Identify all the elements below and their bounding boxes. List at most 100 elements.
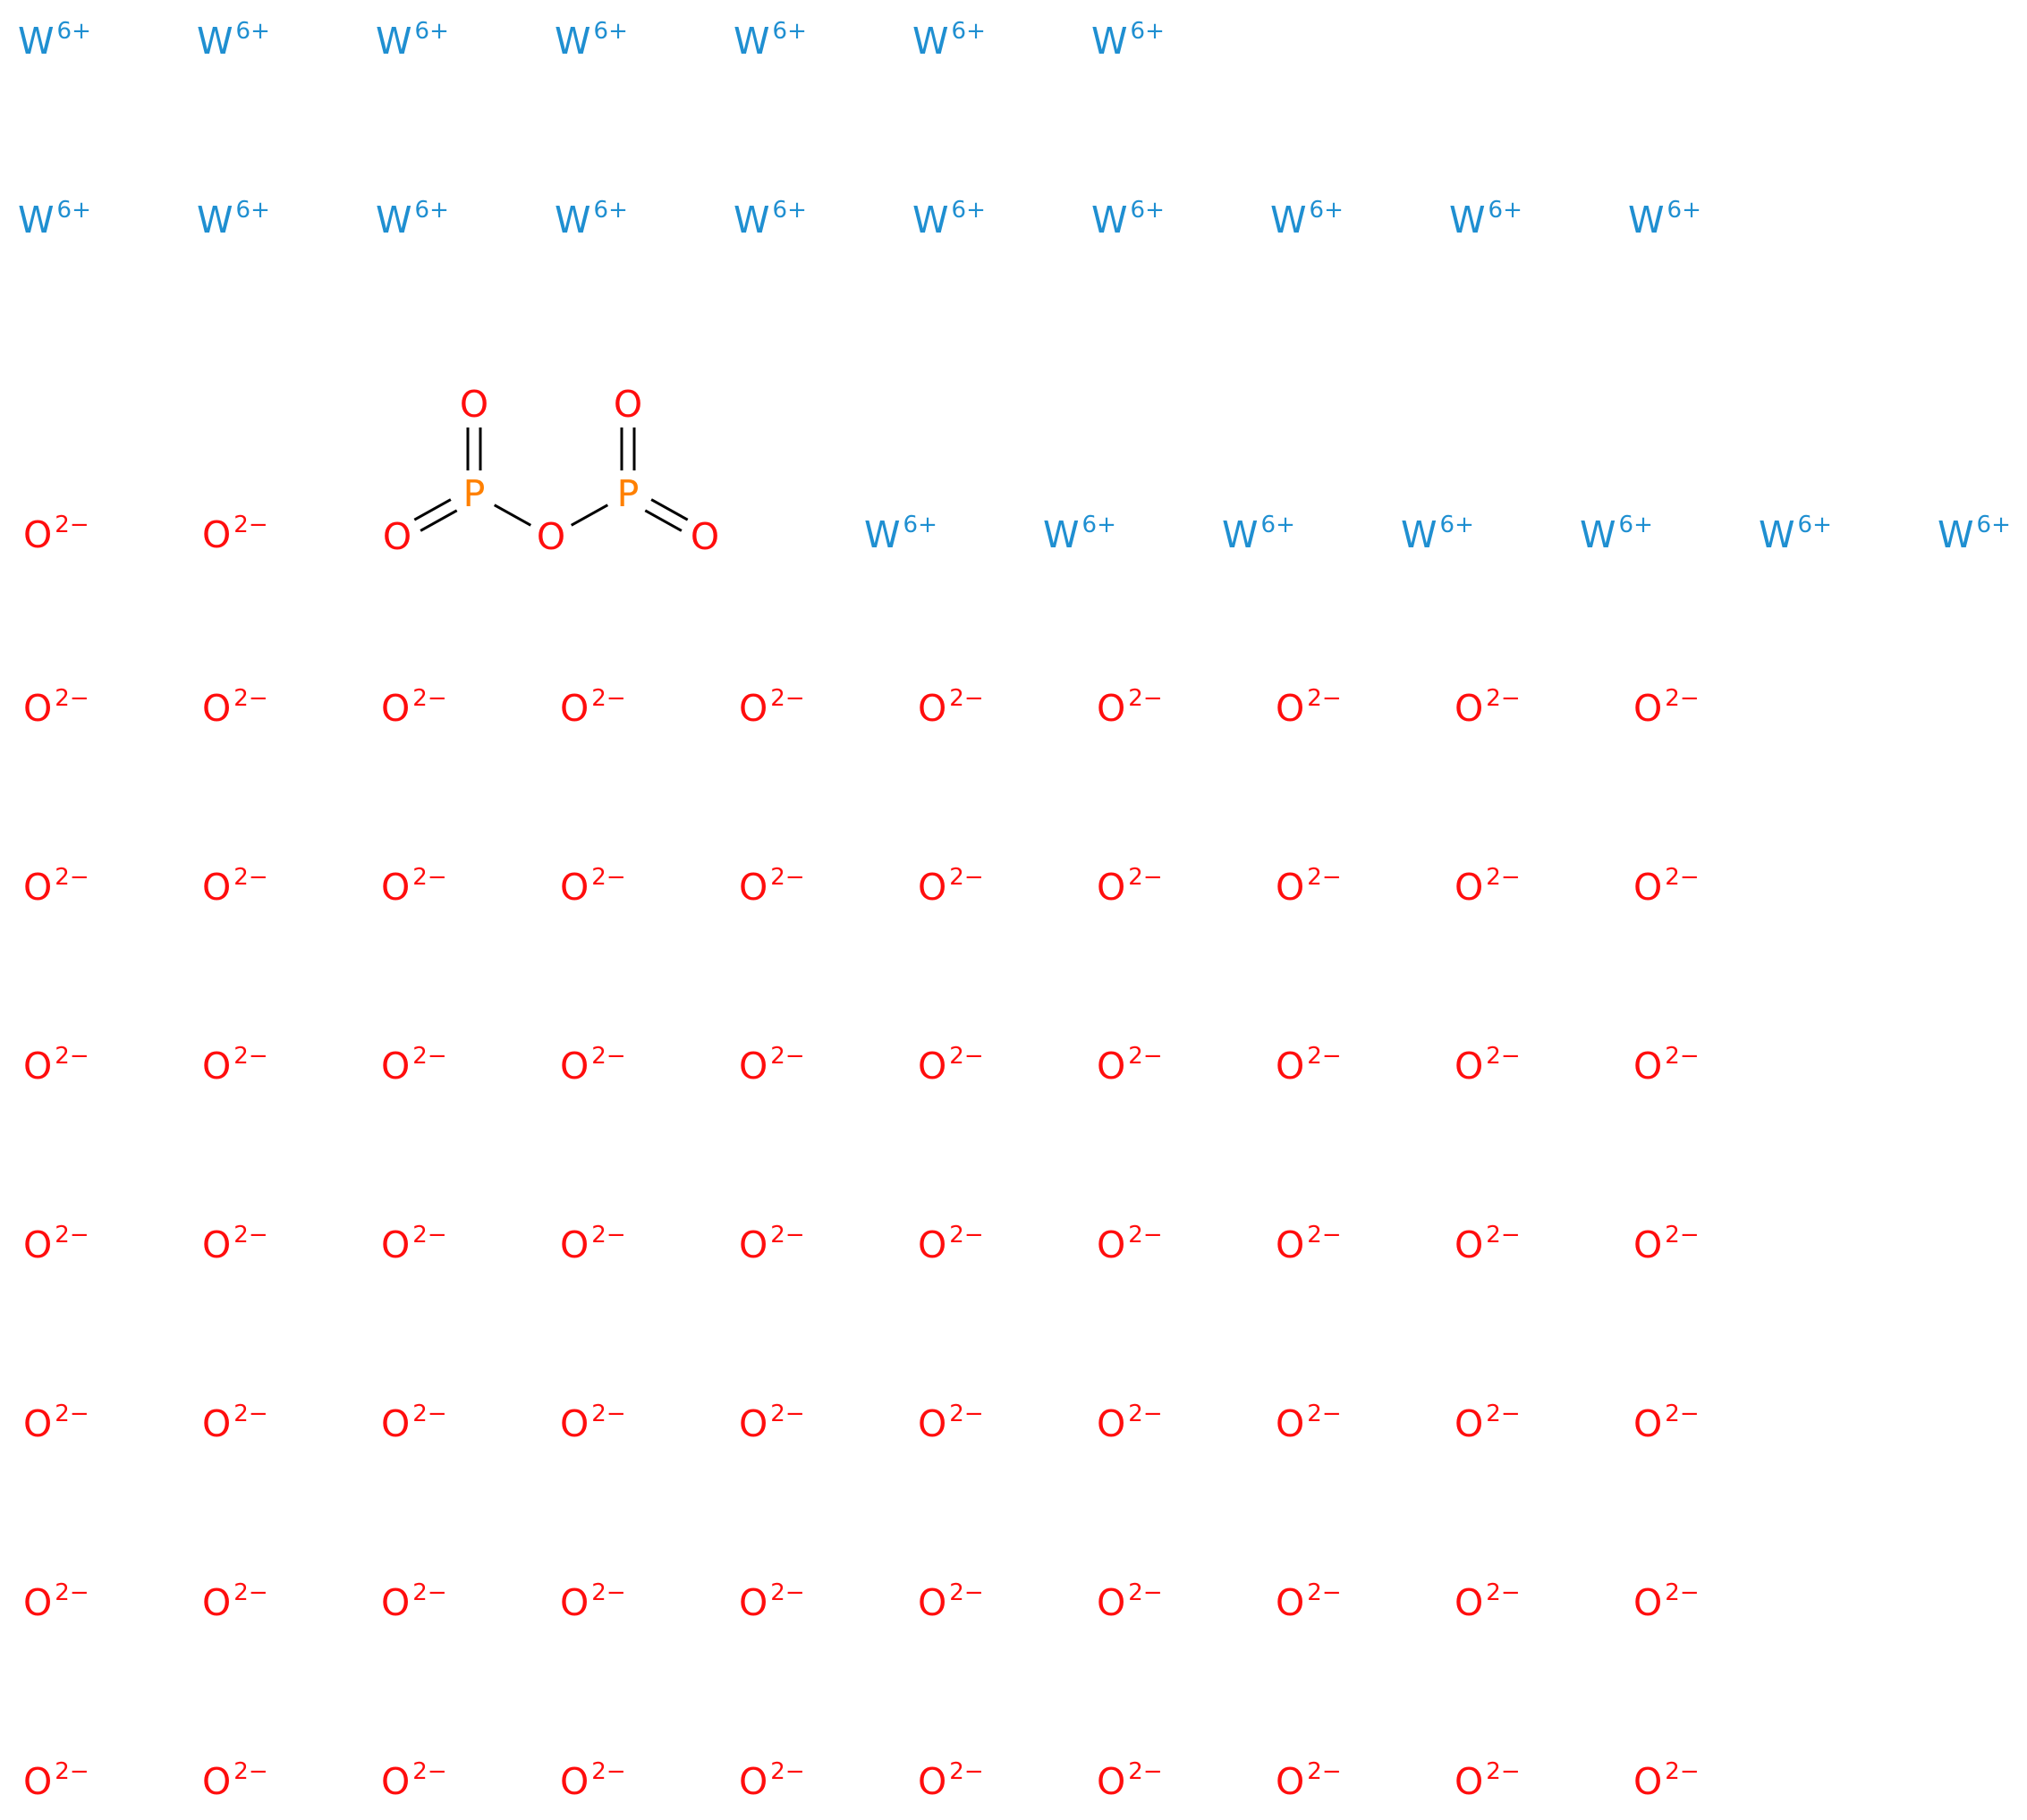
oxide-charge: 2− xyxy=(412,1401,446,1427)
oxide-ion: O 2− xyxy=(1276,685,1342,730)
tungsten-symbol: W xyxy=(555,199,591,241)
oxygen-symbol: O xyxy=(1097,1760,1125,1803)
oxygen-symbol: O xyxy=(1633,1045,1662,1088)
oxide-charge: 2− xyxy=(591,1222,625,1249)
oxide-ion: O 2− xyxy=(1455,864,1521,909)
oxide-ion: O 2− xyxy=(560,1758,626,1803)
oxide-ion: O 2− xyxy=(1276,1579,1342,1624)
tungsten-charge: 6+ xyxy=(57,18,91,45)
tungsten-ion: W 6+ xyxy=(197,18,270,63)
oxide-ion: O 2− xyxy=(1276,1222,1342,1266)
oxygen-symbol: O xyxy=(739,1760,768,1803)
tungsten-symbol: W xyxy=(18,199,55,241)
oxide-ion: O 2− xyxy=(918,1401,984,1445)
oxide-charge: 2− xyxy=(55,1222,89,1249)
oxide-charge: 2− xyxy=(1307,1579,1341,1606)
oxide-ion: O 2− xyxy=(918,685,984,730)
oxide-ion: O 2− xyxy=(918,1043,984,1088)
oxide-ion: O 2− xyxy=(1633,1401,1700,1445)
tungsten-symbol: W xyxy=(734,20,770,63)
oxide-ion: O 2− xyxy=(23,512,89,556)
oxide-charge: 2− xyxy=(1486,1401,1520,1427)
oxide-ion: O 2− xyxy=(202,512,268,556)
oxygen-symbol: O xyxy=(1097,1223,1125,1266)
tungsten-symbol: W xyxy=(1270,199,1307,241)
oxide-charge: 2− xyxy=(949,1579,983,1606)
oxide-charge: 2− xyxy=(1128,864,1162,891)
tungsten-charge: 6+ xyxy=(594,18,628,45)
oxide-ion: O 2− xyxy=(23,1758,89,1803)
oxide-ion: O 2− xyxy=(202,1043,268,1088)
tungsten-charge: 6+ xyxy=(1131,197,1165,224)
oxygen-symbol: O xyxy=(381,1223,410,1266)
oxide-charge: 2− xyxy=(55,1579,89,1606)
tungsten-charge: 6+ xyxy=(1798,512,1832,538)
oxide-charge: 2− xyxy=(55,1043,89,1070)
oxide-ion: O 2− xyxy=(560,1043,626,1088)
oxide-charge: 2− xyxy=(233,1222,267,1249)
oxide-charge: 2− xyxy=(1128,1401,1162,1427)
oxygen-symbol: O xyxy=(381,687,410,730)
oxide-charge: 2− xyxy=(949,1222,983,1249)
oxygen-symbol: O xyxy=(202,1045,231,1088)
oxide-ion: O 2− xyxy=(23,685,89,730)
oxygen-symbol: O xyxy=(23,513,52,556)
oxide-charge: 2− xyxy=(1665,1758,1699,1785)
tungsten-symbol: W xyxy=(912,199,949,241)
oxide-ion: O 2− xyxy=(23,1043,89,1088)
oxygen-symbol: O xyxy=(23,1760,52,1803)
oxygen-symbol: O xyxy=(560,1581,589,1624)
oxide-ion: O 2− xyxy=(1276,864,1342,909)
oxide-ion: O 2− xyxy=(560,1401,626,1445)
oxide-charge: 2− xyxy=(1307,1758,1341,1785)
oxygen-symbol: O xyxy=(1276,687,1304,730)
oxide-charge: 2− xyxy=(1128,1758,1162,1785)
oxygen-symbol: O xyxy=(1455,1223,1483,1266)
oxygen-symbol: O xyxy=(1455,1402,1483,1445)
oxygen-symbol: O xyxy=(918,1760,946,1803)
oxide-ion: O 2− xyxy=(1097,685,1163,730)
oxide-ion: O 2− xyxy=(1097,1222,1163,1266)
oxygen-atom: O xyxy=(691,515,719,558)
oxide-charge: 2− xyxy=(591,1401,625,1427)
oxide-ion: O 2− xyxy=(739,1043,805,1088)
oxide-charge: 2− xyxy=(591,1579,625,1606)
tungsten-ion: W 6+ xyxy=(1628,197,1701,241)
tungsten-charge: 6+ xyxy=(903,512,937,538)
tungsten-ion: W 6+ xyxy=(1270,197,1344,241)
tungsten-charge: 6+ xyxy=(1131,18,1165,45)
oxide-ion: O 2− xyxy=(202,1758,268,1803)
oxide-charge: 2− xyxy=(770,685,804,712)
oxide-charge: 2− xyxy=(1307,1401,1341,1427)
oxygen-symbol: O xyxy=(1633,866,1662,909)
tungsten-charge: 6+ xyxy=(773,18,807,45)
tungsten-charge: 6+ xyxy=(1310,197,1344,224)
oxygen-symbol: O xyxy=(1633,1760,1662,1803)
oxide-ion: O 2− xyxy=(202,1222,268,1266)
oxide-charge: 2− xyxy=(770,1758,804,1785)
tungsten-charge: 6+ xyxy=(1667,197,1701,224)
oxygen-symbol: O xyxy=(381,866,410,909)
oxide-ion: O 2− xyxy=(23,1401,89,1445)
oxide-charge: 2− xyxy=(591,685,625,712)
tungsten-symbol: W xyxy=(376,20,412,63)
oxygen-symbol: O xyxy=(1633,1581,1662,1624)
tungsten-symbol: W xyxy=(1759,513,1795,556)
oxygen-symbol: O xyxy=(560,687,589,730)
p2o5-molecule: O P O O P O O xyxy=(383,383,719,558)
oxide-ion: O 2− xyxy=(23,1579,89,1624)
oxide-ion: O 2− xyxy=(381,1043,447,1088)
ions-layer: W 6+ W 6+ W 6+ W 6+ W 6+ W 6+ W 6+W 6+ W 6+ W 6+ W 6+ W 6+ W 6+ W… xyxy=(18,18,2011,1803)
oxide-charge: 2− xyxy=(1665,1401,1699,1427)
oxide-ion: O 2− xyxy=(1097,1758,1163,1803)
tungsten-charge: 6+ xyxy=(1261,512,1295,538)
oxygen-symbol: O xyxy=(560,1223,589,1266)
oxide-charge: 2− xyxy=(1307,1043,1341,1070)
oxygen-symbol: O xyxy=(23,1581,52,1624)
tungsten-ion: W 6+ xyxy=(555,197,628,241)
tungsten-ion: W 6+ xyxy=(1091,197,1165,241)
oxygen-symbol: O xyxy=(1633,1223,1662,1266)
oxide-charge: 2− xyxy=(55,1758,89,1785)
oxide-charge: 2− xyxy=(233,1579,267,1606)
